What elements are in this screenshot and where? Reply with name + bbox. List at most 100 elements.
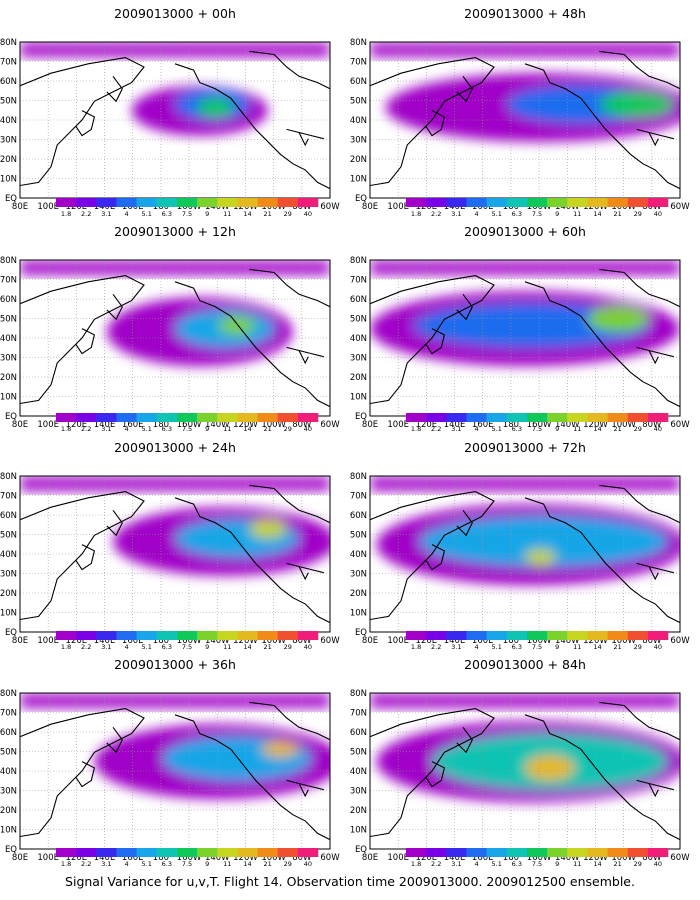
- lat-tick-label: EQ: [355, 845, 367, 855]
- color-bar-label: 6.3: [512, 643, 522, 651]
- color-bar: 1.8 2.2 3.1 4 5.1 6.3 7.5 9 11 14 21 29 40: [406, 631, 669, 651]
- color-bar-label: 40: [654, 425, 662, 433]
- lon-tick-label: 180: [153, 636, 169, 646]
- color-bar-swatch: [116, 198, 137, 207]
- color-bar-swatch: [647, 631, 669, 640]
- color-bar-label: 29: [284, 210, 292, 218]
- lat-tick-label: 30N: [0, 354, 17, 364]
- lon-tick-label: 80E: [12, 636, 28, 646]
- color-bar-label: 14: [593, 210, 601, 218]
- color-bar-swatch: [506, 413, 528, 422]
- map-area: [370, 42, 680, 198]
- color-bar-label: 21: [263, 425, 271, 433]
- lat-tick-label: 40N: [0, 334, 17, 344]
- color-bar-swatch: [426, 848, 447, 857]
- color-bar-swatch: [587, 198, 608, 207]
- coastline: [20, 268, 330, 408]
- color-bar-swatch: [406, 198, 427, 207]
- map-panel: 2009013000 + 72h 80N 70N 60N 50N 40N 30N 20N 10N…: [350, 440, 690, 651]
- lat-tick-label: 50N: [350, 97, 367, 107]
- color-bar-swatch: [297, 848, 319, 857]
- color-bar-swatch: [587, 848, 608, 857]
- color-bar-swatch: [486, 198, 508, 207]
- color-bar-swatch: [627, 848, 649, 857]
- color-bar-label: 1.8: [61, 425, 71, 433]
- color-bar-swatch: [406, 631, 427, 640]
- color-bar-swatch: [526, 413, 548, 422]
- color-bar-label: 9: [555, 425, 559, 433]
- lon-tick-label: 120W: [583, 420, 608, 430]
- lon-tick-label: 180: [153, 853, 169, 863]
- lon-tick-label: 60W: [670, 420, 690, 430]
- lon-tick-label: 160W: [527, 420, 552, 430]
- color-bar-swatch: [587, 413, 608, 422]
- color-bar-label: 29: [634, 860, 642, 868]
- lat-lon-grid: [20, 260, 330, 416]
- color-bar-label: 11: [223, 860, 231, 868]
- color-bar-swatch: [486, 848, 508, 857]
- color-bar-label: 3.1: [451, 210, 461, 218]
- color-bar-label: 14: [243, 425, 251, 433]
- color-bar-label: 29: [634, 643, 642, 651]
- color-bar-swatch: [156, 848, 178, 857]
- color-bar-swatch: [237, 413, 258, 422]
- color-bar-swatch: [257, 198, 278, 207]
- color-bar-label: 40: [654, 643, 662, 651]
- lat-tick-label: EQ: [5, 628, 17, 638]
- color-bar-swatch: [647, 848, 669, 857]
- color-bar-label: 4: [124, 210, 128, 218]
- lat-tick-label: 60N: [0, 77, 17, 87]
- color-bar-swatch: [176, 848, 198, 857]
- color-bar-label: 1.8: [411, 860, 421, 868]
- color-bar: 1.8 2.2 3.1 4 5.1 6.3 7.5 9 11 14 21 29 40: [406, 413, 669, 433]
- color-bar-label: 1.8: [411, 643, 421, 651]
- lon-tick-label: 80W: [292, 636, 312, 646]
- color-bar-label: 29: [634, 425, 642, 433]
- color-bar-swatch: [156, 413, 178, 422]
- color-bar-swatch: [116, 631, 137, 640]
- lon-tick-label: 100W: [261, 636, 286, 646]
- variance-field: [376, 721, 680, 803]
- color-bar-swatch: [406, 848, 427, 857]
- color-bar-swatch: [136, 198, 158, 207]
- lon-tick-label: 160W: [177, 420, 202, 430]
- color-bar-label: 14: [243, 860, 251, 868]
- color-bar-label: 1.8: [61, 643, 71, 651]
- color-bar-label: 11: [223, 425, 231, 433]
- lat-tick-label: 80N: [350, 472, 367, 482]
- color-bar-swatch: [76, 413, 97, 422]
- lat-tick-label: EQ: [5, 412, 17, 422]
- lat-tick-label: 30N: [350, 787, 367, 797]
- color-bar-swatch: [237, 848, 258, 857]
- color-bar-label: 2.2: [431, 210, 441, 218]
- color-bar-swatch: [567, 198, 588, 207]
- coastline: [370, 484, 680, 624]
- lat-tick-label: 10N: [350, 393, 367, 403]
- color-bar-swatch: [96, 848, 117, 857]
- lon-tick-label: 140W: [205, 853, 230, 863]
- color-bar-label: 21: [263, 643, 271, 651]
- lat-tick-label: 10N: [350, 826, 367, 836]
- color-bar-swatch: [446, 198, 467, 207]
- lon-tick-label: 60W: [320, 420, 340, 430]
- lon-tick-label: 120W: [583, 853, 608, 863]
- map-panel: 2009013000 + 60h 80N 70N 60N 50N 40N 30N 20N 10N…: [350, 224, 690, 433]
- lat-tick-label: 80N: [350, 38, 367, 48]
- lat-tick-label: 70N: [350, 709, 367, 719]
- color-bar-label: 3.1: [101, 643, 111, 651]
- color-bar-label: 2.2: [81, 643, 91, 651]
- lon-tick-label: 160E: [472, 420, 494, 430]
- color-bar-swatch: [197, 848, 218, 857]
- lon-tick-label: 160W: [177, 853, 202, 863]
- lat-tick-label: 80N: [0, 472, 17, 482]
- color-bar-swatch: [446, 413, 467, 422]
- map-panel: 2009013000 + 48h 80N 70N 60N 50N 40N 30N 20N 10N…: [350, 6, 690, 218]
- color-bar: 1.8 2.2 3.1 4 5.1 6.3 7.5 9 11 14 21 29 40: [56, 848, 319, 868]
- color-bar-swatch: [406, 413, 427, 422]
- lat-tick-label: 20N: [0, 806, 17, 816]
- lon-tick-label: 120E: [416, 420, 438, 430]
- color-bar-label: 4: [124, 425, 128, 433]
- lon-tick-label: 100E: [37, 636, 59, 646]
- color-bar-label: 21: [613, 425, 621, 433]
- color-bar-label: 3.1: [101, 425, 111, 433]
